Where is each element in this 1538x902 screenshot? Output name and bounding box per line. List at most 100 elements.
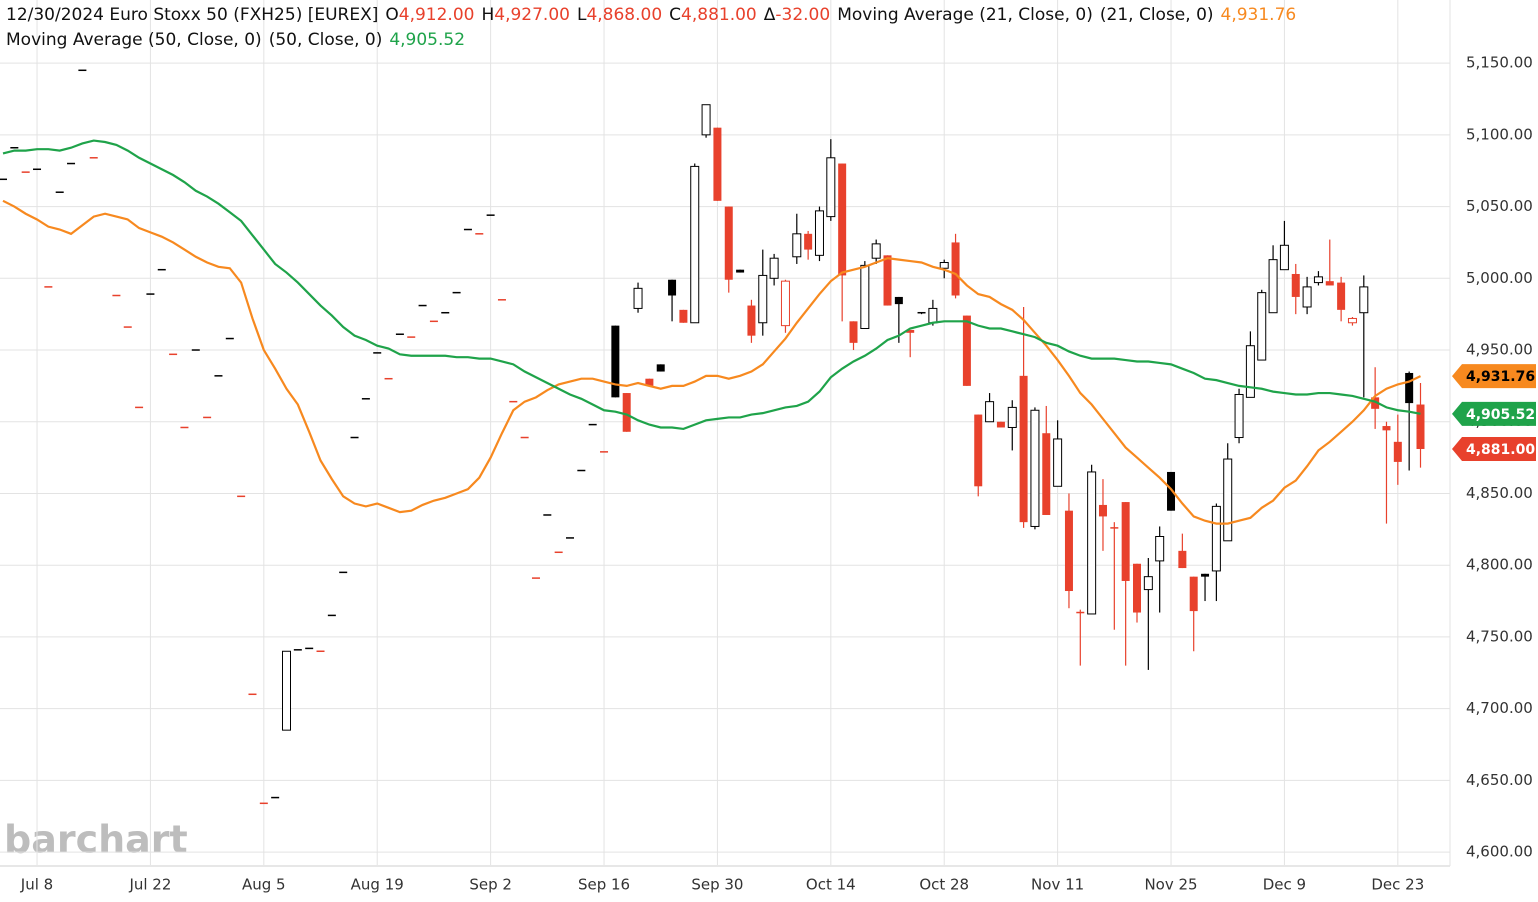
candle-body bbox=[1245, 345, 1255, 398]
candle-body bbox=[384, 377, 393, 380]
candle-body bbox=[656, 364, 665, 372]
candle-body bbox=[203, 416, 212, 419]
y-tick-label: 4,750.00 bbox=[1466, 627, 1533, 645]
y-tick-label: 4,850.00 bbox=[1466, 484, 1533, 502]
candle-body bbox=[407, 336, 416, 338]
candle-body bbox=[1337, 282, 1346, 310]
candle-body bbox=[1178, 550, 1187, 569]
candle-body bbox=[10, 147, 19, 149]
candle-body bbox=[293, 649, 302, 651]
moving-average-line bbox=[2, 139, 1421, 431]
x-tick-label: Nov 25 bbox=[1144, 876, 1197, 894]
x-tick-label: Jul 8 bbox=[20, 876, 53, 894]
candle-body bbox=[758, 274, 768, 324]
candle-body bbox=[792, 233, 802, 258]
ohlc-key: Δ bbox=[763, 5, 776, 25]
ohlc-value: -32.00 bbox=[775, 5, 831, 25]
candle-body bbox=[531, 577, 540, 579]
candle-body bbox=[906, 329, 915, 333]
candle-body bbox=[826, 157, 836, 218]
candle-body bbox=[1007, 406, 1017, 428]
candle-body bbox=[305, 647, 314, 650]
candle-body bbox=[429, 320, 438, 323]
candle-body bbox=[577, 469, 586, 472]
candle-body bbox=[554, 551, 563, 554]
candle-body bbox=[33, 168, 42, 171]
candle-body bbox=[180, 426, 189, 429]
candle-body bbox=[1416, 404, 1425, 449]
candle-body bbox=[1302, 286, 1312, 308]
x-tick-label: Sep 30 bbox=[691, 876, 743, 894]
candle-body bbox=[350, 436, 359, 439]
candle-body bbox=[951, 242, 960, 296]
x-tick-label: Jul 22 bbox=[128, 876, 171, 894]
x-tick-label: Sep 2 bbox=[469, 876, 512, 894]
ohlc-key: C bbox=[669, 5, 682, 25]
candle-body bbox=[1393, 441, 1402, 462]
candle-body bbox=[486, 214, 495, 216]
candle-body bbox=[645, 378, 654, 386]
candle-body bbox=[724, 206, 733, 280]
indicator-name: Moving Average (21, Close, 0) bbox=[837, 5, 1093, 25]
candle-body bbox=[225, 337, 234, 340]
candle-body bbox=[463, 228, 472, 231]
candle-body bbox=[89, 157, 98, 159]
ohlc-value: 4,881.00 bbox=[681, 5, 757, 25]
candle-body bbox=[871, 243, 881, 259]
candle-body bbox=[1110, 527, 1119, 529]
candle-body bbox=[701, 104, 711, 136]
candle-body bbox=[248, 693, 257, 696]
candle-body bbox=[962, 315, 971, 386]
candle-body bbox=[1382, 426, 1391, 431]
y-tick-label: 5,150.00 bbox=[1466, 54, 1533, 72]
candle-body bbox=[214, 375, 223, 377]
candle-body bbox=[804, 233, 813, 250]
candle-body bbox=[985, 401, 995, 423]
candle-body bbox=[1167, 471, 1176, 511]
candle-body bbox=[509, 400, 518, 403]
candle-body bbox=[21, 171, 30, 173]
candle-body bbox=[883, 255, 892, 306]
candle-body bbox=[1201, 573, 1210, 577]
price-badge bbox=[1452, 401, 1536, 426]
candle-body bbox=[1279, 244, 1289, 271]
symbol: 12/30/2024 Euro Stoxx 50 (FXH25) [EUREX] bbox=[6, 5, 379, 25]
candle-body bbox=[780, 280, 790, 327]
candle-body bbox=[1291, 273, 1300, 297]
candle-body bbox=[78, 69, 87, 72]
price-badge-label: 4,881.00 bbox=[1466, 442, 1535, 458]
candle-body bbox=[1076, 611, 1085, 614]
ohlc-key: L bbox=[576, 5, 587, 25]
candle-body bbox=[849, 321, 858, 343]
candle-body bbox=[668, 279, 677, 296]
candle-body bbox=[452, 291, 461, 294]
candle-body bbox=[475, 233, 484, 235]
candle-body bbox=[814, 210, 824, 256]
candle-body bbox=[146, 293, 155, 295]
candle-body bbox=[123, 326, 132, 328]
candle-body bbox=[769, 257, 779, 279]
candle-body bbox=[622, 393, 631, 432]
candle-body bbox=[690, 165, 700, 324]
candle-body bbox=[418, 304, 427, 307]
candle-body bbox=[67, 162, 76, 165]
x-tick-label: Aug 5 bbox=[242, 876, 286, 894]
candle-body bbox=[1019, 375, 1028, 523]
candle-body bbox=[679, 309, 688, 323]
x-tick-label: Dec 9 bbox=[1263, 876, 1306, 894]
candle-body bbox=[996, 421, 1005, 428]
candle-body bbox=[928, 307, 938, 324]
ohlc-value: 4,868.00 bbox=[586, 5, 663, 25]
y-tick-label: 5,000.00 bbox=[1466, 269, 1533, 287]
candle-body bbox=[361, 398, 370, 400]
y-tick-label: 5,050.00 bbox=[1466, 197, 1533, 215]
price-badge-label: 4,931.76 bbox=[1466, 369, 1535, 385]
candle-body bbox=[939, 262, 949, 269]
header-line: Moving Average (50, Close, 0) (50, Close,… bbox=[6, 28, 1296, 53]
y-tick-label: 4,650.00 bbox=[1466, 771, 1533, 789]
candle-body bbox=[497, 299, 506, 301]
candle-body bbox=[1223, 458, 1233, 542]
y-tick-label: 4,600.00 bbox=[1466, 843, 1533, 861]
candle-body bbox=[112, 294, 121, 297]
